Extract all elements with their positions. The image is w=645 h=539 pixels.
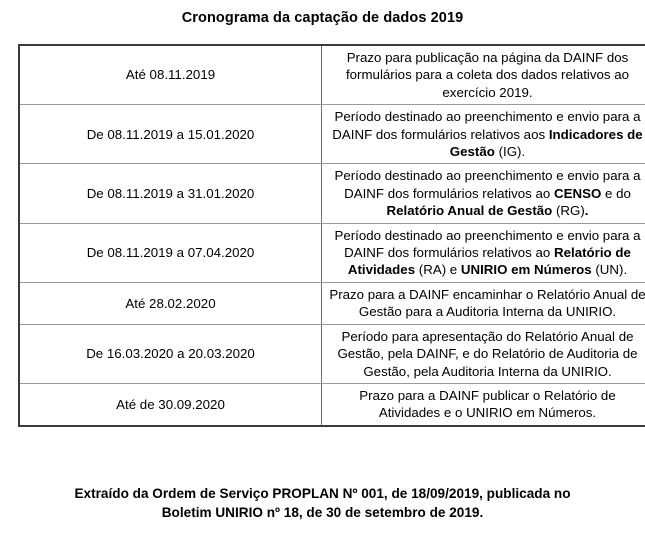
table-row: De 08.11.2019 a 31.01.2020 Período desti… [19, 163, 645, 224]
table-row: Até de 30.09.2020 Prazo para a DAINF pub… [19, 382, 645, 426]
source-note-line-1: Extraído da Ordem de Serviço PROPLAN Nº … [74, 486, 571, 501]
row-period: Até de 30.09.2020 [19, 382, 322, 426]
source-note: Extraído da Ordem de Serviço PROPLAN Nº … [0, 484, 645, 523]
source-note-line-2: Boletim UNIRIO nº 18, de 30 de setembro … [161, 505, 484, 521]
table-row: De 08.11.2019 a 15.01.2020 Período desti… [19, 104, 645, 165]
row-period: De 16.03.2020 a 20.03.2020 [19, 323, 322, 384]
table-row: Até 08.11.2019 Prazo para publicação na … [19, 45, 645, 106]
row-period: De 08.11.2019 a 31.01.2020 [19, 163, 322, 224]
row-period: Até 28.02.2020 [19, 281, 322, 325]
row-description: Período destinado ao preenchimento e env… [321, 104, 645, 165]
page-title: Cronograma da captação de dados 2019 [181, 10, 464, 26]
row-description: Período destinado ao preenchimento e env… [321, 222, 645, 283]
schedule-table-body: Até 08.11.2019 Prazo para publicação na … [19, 45, 645, 426]
row-description: Prazo para a DAINF publicar o Relatório … [321, 382, 645, 426]
table-row: De 08.11.2019 a 07.04.2020 Período desti… [19, 222, 645, 283]
table-row: De 16.03.2020 a 20.03.2020 Período para … [19, 323, 645, 384]
row-description: Prazo para publicação na página da DAINF… [321, 45, 645, 106]
row-period: De 08.11.2019 a 15.01.2020 [19, 104, 322, 165]
table-row: Até 28.02.2020 Prazo para a DAINF encami… [19, 281, 645, 325]
row-period: Até 08.11.2019 [19, 45, 322, 106]
schedule-table: Até 08.11.2019 Prazo para publicação na … [18, 44, 645, 427]
row-description: Período destinado ao preenchimento e env… [321, 163, 645, 224]
row-description: Período para apresentação do Relatório A… [321, 323, 645, 384]
row-description: Prazo para a DAINF encaminhar o Relatóri… [321, 281, 645, 325]
row-period: De 08.11.2019 a 07.04.2020 [19, 222, 322, 283]
